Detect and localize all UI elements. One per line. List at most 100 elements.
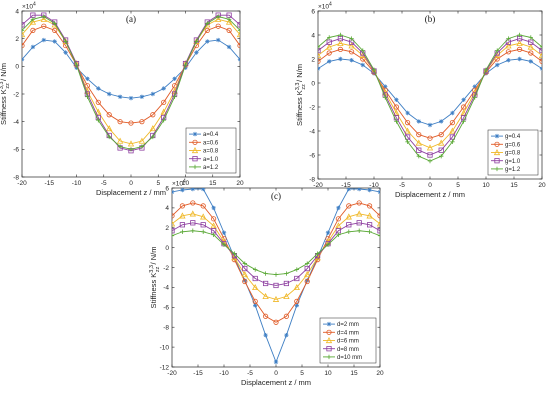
data-point	[232, 251, 237, 256]
data-point	[161, 86, 166, 91]
y-multiplier-exponent: 4	[183, 179, 186, 185]
data-point	[294, 303, 299, 308]
y-axis-label: Stiffness K3,3zz / N/m	[149, 247, 161, 309]
data-point	[346, 222, 352, 228]
series-line	[172, 222, 380, 286]
y-multiplier: ×104	[172, 179, 186, 188]
x-tick-label: -10	[369, 182, 379, 189]
data-point	[539, 44, 542, 50]
y-tick-label: 0	[15, 64, 19, 71]
data-point	[506, 58, 511, 63]
y-axis-label-unit: / N/m	[0, 63, 8, 83]
data-point	[107, 134, 112, 140]
y-tick-label: -6	[13, 147, 19, 154]
panel-label: (a)	[126, 14, 136, 24]
data-point	[366, 203, 373, 209]
data-point	[226, 44, 232, 50]
data-point	[293, 283, 300, 291]
data-point	[63, 39, 68, 44]
data-point	[263, 271, 268, 276]
data-point	[221, 242, 227, 247]
legend-swatch-marker	[192, 156, 198, 162]
data-point	[377, 213, 380, 219]
legend-entry: a=0.4	[203, 132, 219, 138]
series-layer	[318, 32, 542, 164]
panel-label: (c)	[271, 191, 281, 201]
y-tick-label: 0	[165, 245, 169, 252]
data-point	[210, 222, 217, 229]
x-tick-label: -20	[17, 180, 27, 187]
legend-swatch-marker	[326, 346, 332, 352]
legend-entry: g=1.2	[505, 167, 521, 173]
data-point	[262, 292, 269, 299]
data-point	[237, 22, 240, 28]
legend-entry: d=8 mm	[337, 347, 359, 353]
data-point	[263, 332, 268, 338]
y-tick-label: -8	[163, 325, 169, 332]
y-tick-label: 0	[311, 80, 315, 87]
data-point	[461, 119, 466, 124]
data-point	[325, 242, 331, 247]
legend-swatch-marker	[325, 337, 333, 344]
y-multiplier: ×104	[22, 2, 36, 11]
data-point	[377, 233, 380, 238]
data-point	[439, 154, 444, 159]
data-point	[172, 213, 175, 219]
chart-b: -20 -15 -10 -5 0 5 10 15 20-8-6-4-20246×104Displ…	[295, 2, 546, 200]
data-point	[438, 132, 444, 138]
data-point	[252, 275, 258, 282]
data-point	[439, 119, 444, 124]
data-point	[416, 132, 422, 138]
data-point	[211, 232, 216, 237]
y-axis-label-unit: / N/m	[295, 64, 304, 84]
data-point	[505, 49, 511, 55]
data-point	[106, 125, 113, 132]
data-point	[450, 139, 455, 144]
data-point	[85, 94, 90, 99]
data-point	[516, 39, 523, 46]
legend-entry: d=6 mm	[337, 339, 359, 345]
data-point	[404, 120, 411, 126]
data-point	[394, 97, 399, 102]
data-point	[460, 104, 467, 110]
data-point	[161, 99, 167, 105]
data-point	[179, 212, 186, 219]
data-point	[215, 23, 221, 29]
legend-swatch-marker	[494, 133, 500, 139]
data-point	[506, 36, 511, 41]
x-tick-label: -10	[72, 180, 82, 187]
data-point	[539, 66, 542, 71]
data-point	[150, 112, 156, 118]
data-point	[527, 43, 534, 50]
legend: g=0.4 g=0.6 g=0.8 g=1.0 g=1.2	[487, 129, 539, 176]
y-tick-label: -4	[163, 285, 169, 292]
data-point	[416, 147, 422, 153]
data-point	[161, 118, 166, 123]
data-point	[190, 220, 196, 226]
data-point	[40, 15, 47, 22]
data-point	[225, 18, 233, 25]
x-tick-label: 0	[274, 370, 278, 377]
data-point	[318, 66, 321, 71]
data-point	[128, 147, 134, 152]
data-point	[221, 230, 227, 235]
y-tick-label: 4	[15, 8, 19, 15]
x-tick-label: 0	[428, 182, 432, 189]
data-point	[179, 203, 185, 209]
x-tick-label: 10	[324, 370, 332, 377]
data-point	[211, 205, 216, 211]
data-point	[337, 46, 343, 53]
data-point	[461, 97, 466, 102]
data-point	[449, 120, 455, 126]
data-point	[96, 118, 101, 123]
data-point	[190, 228, 195, 233]
data-point	[377, 189, 380, 195]
y-tick-label: -8	[309, 176, 315, 183]
data-point	[253, 267, 258, 272]
data-point	[346, 188, 351, 192]
data-point	[366, 222, 373, 228]
legend-entry: a=1.2	[203, 165, 219, 171]
panel-label: (b)	[425, 14, 436, 24]
legend-entry: g=0.6	[505, 142, 521, 148]
